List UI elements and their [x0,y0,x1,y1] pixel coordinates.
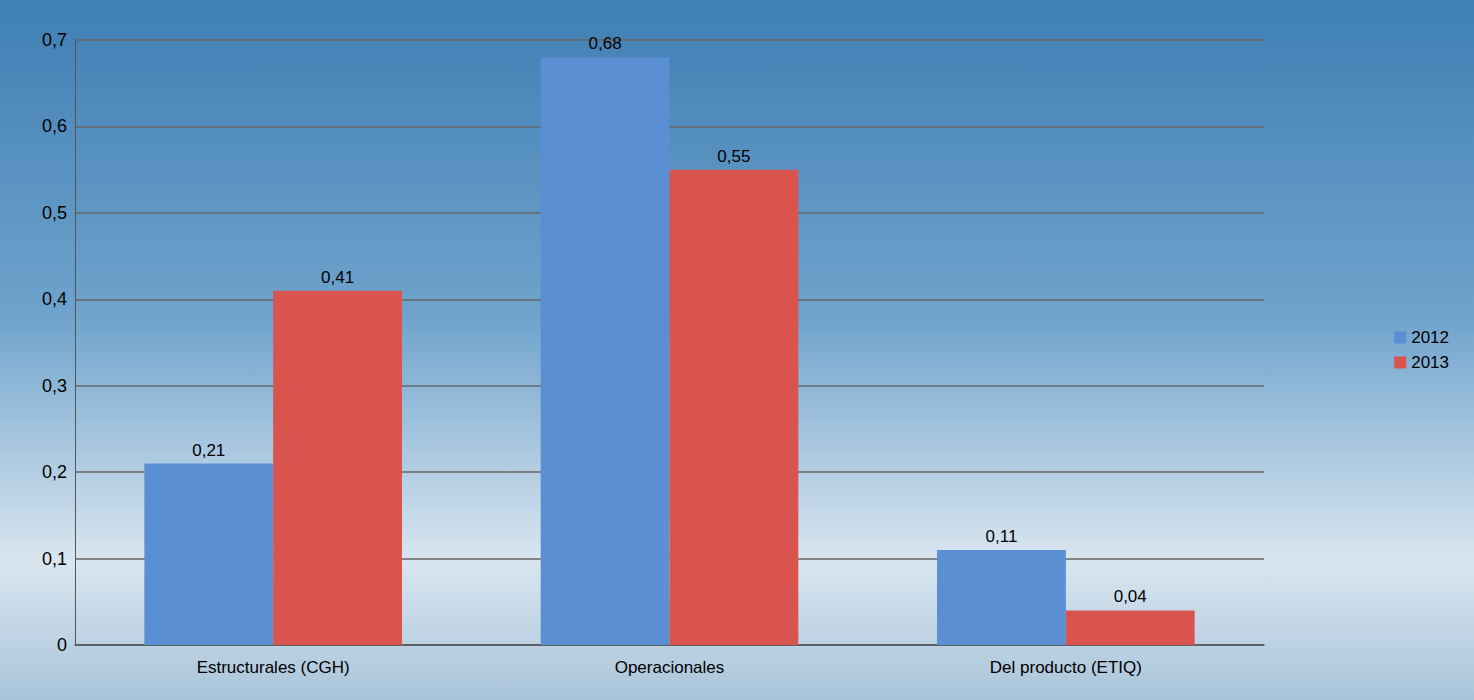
svg-text:0,2: 0,2 [42,462,67,482]
svg-text:0,3: 0,3 [42,376,67,396]
svg-text:0,21: 0,21 [192,441,225,460]
svg-text:Del producto (ETIQ): Del producto (ETIQ) [990,658,1142,677]
svg-text:0,4: 0,4 [42,289,67,309]
svg-text:2012: 2012 [1411,328,1449,347]
svg-text:0,6: 0,6 [42,116,67,136]
svg-text:0,68: 0,68 [589,34,622,53]
svg-text:0,1: 0,1 [42,549,67,569]
svg-text:0: 0 [57,635,67,655]
svg-text:0,55: 0,55 [717,147,750,166]
svg-text:0,5: 0,5 [42,203,67,223]
svg-text:0,7: 0,7 [42,30,67,50]
svg-text:0,11: 0,11 [986,527,1018,546]
svg-text:0,04: 0,04 [1114,587,1147,606]
svg-text:Operacionales: Operacionales [615,658,725,677]
svg-text:Estructurales (CGH): Estructurales (CGH) [197,658,350,677]
svg-text:2013: 2013 [1411,353,1449,372]
svg-text:0,41: 0,41 [321,268,354,287]
